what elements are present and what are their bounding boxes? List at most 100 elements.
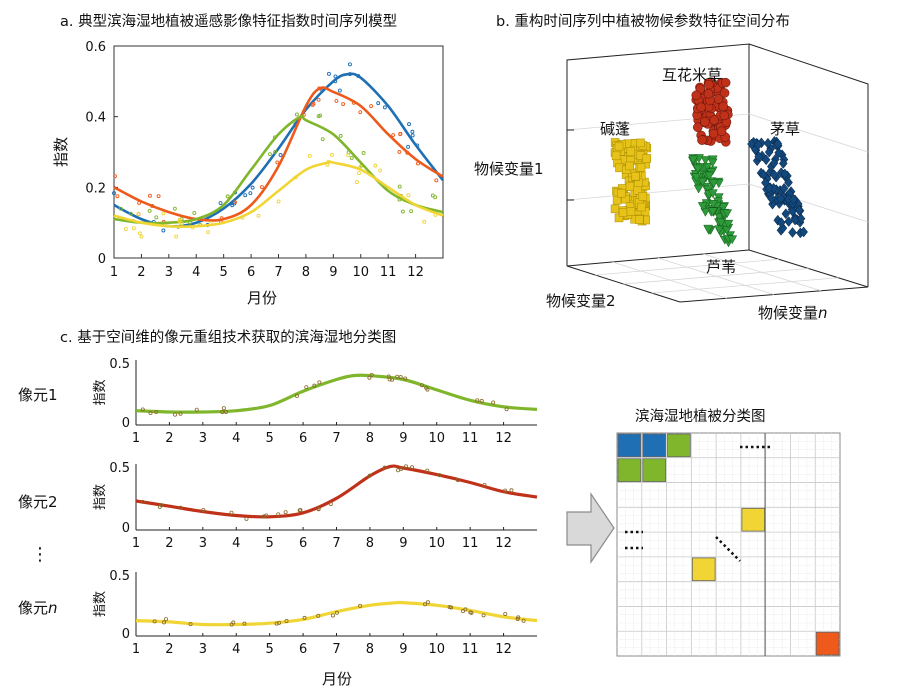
observation-point bbox=[147, 193, 152, 198]
pixel-series-line bbox=[135, 373, 538, 414]
pixel-observation bbox=[224, 409, 229, 414]
point-imperata bbox=[796, 213, 806, 225]
point-suaeda bbox=[611, 151, 621, 161]
panel-a-xlabel: 月份 bbox=[247, 289, 277, 307]
point-reed bbox=[708, 200, 719, 209]
point-reed bbox=[703, 224, 714, 234]
cluster-label-imperata: 茅草 bbox=[770, 120, 800, 138]
x-tick-label: 8 bbox=[302, 265, 310, 280]
observation-point bbox=[273, 149, 278, 154]
x-tick-label: 4 bbox=[232, 536, 240, 551]
point-spartina bbox=[709, 115, 720, 125]
point-reed bbox=[697, 202, 708, 211]
pixel-observation bbox=[304, 385, 309, 390]
point-imperata bbox=[767, 193, 776, 204]
flow-arrow bbox=[566, 492, 615, 564]
point-reed bbox=[702, 162, 713, 172]
observation-point bbox=[225, 194, 230, 199]
x-tick-label: 9 bbox=[399, 536, 407, 551]
classification-map-title: 滨海湿地植被分类图 bbox=[635, 408, 766, 425]
map-cell-yellow bbox=[691, 557, 716, 582]
observation-point bbox=[348, 72, 352, 77]
y-tick-label: 0.5 bbox=[109, 357, 130, 372]
point-reed bbox=[692, 164, 703, 174]
pixel-observation bbox=[521, 618, 526, 623]
observation-point bbox=[351, 100, 356, 105]
point-imperata bbox=[769, 169, 779, 181]
point-imperata bbox=[764, 182, 774, 194]
observation-point bbox=[233, 200, 237, 205]
observation-point bbox=[358, 164, 363, 169]
point-spartina bbox=[697, 135, 707, 145]
map-cell-blue bbox=[617, 433, 642, 458]
observation-point bbox=[378, 168, 383, 173]
point-reed bbox=[707, 189, 718, 199]
observation-point bbox=[356, 171, 361, 176]
floor-grid-line bbox=[657, 257, 775, 295]
x-tick-label: 5 bbox=[266, 536, 274, 551]
observation-point bbox=[327, 71, 331, 76]
pixel-observation bbox=[463, 607, 468, 612]
observation-point bbox=[409, 209, 414, 214]
point-imperata bbox=[784, 177, 793, 188]
observation-point bbox=[434, 178, 439, 183]
x-tick-label: 7 bbox=[332, 536, 340, 551]
map-ellipsis-diagonal bbox=[715, 536, 741, 562]
series-line-blue bbox=[113, 72, 445, 228]
pixel-observation bbox=[358, 603, 363, 608]
pixel-observation bbox=[367, 473, 372, 478]
observation-point bbox=[136, 212, 141, 217]
x-tick-label: 9 bbox=[329, 265, 337, 280]
observation-point bbox=[316, 97, 321, 102]
pixel-observation bbox=[419, 383, 424, 388]
observation-point bbox=[174, 234, 179, 239]
pixel-observation bbox=[140, 499, 145, 504]
observation-point bbox=[256, 213, 261, 218]
observation-point bbox=[293, 175, 298, 180]
point-imperata bbox=[747, 138, 756, 150]
pixel-observation bbox=[242, 621, 247, 626]
observation-point bbox=[405, 150, 410, 155]
point-imperata bbox=[776, 217, 786, 228]
pixel-observation bbox=[302, 615, 307, 620]
series-line-orange bbox=[113, 86, 444, 222]
point-reed bbox=[697, 177, 708, 187]
observation-point bbox=[422, 219, 427, 224]
vertical-ellipsis: ⋮ bbox=[31, 544, 49, 565]
cluster-label-reed: 芦苇 bbox=[706, 258, 736, 276]
observation-point bbox=[156, 194, 161, 199]
observation-point bbox=[192, 210, 197, 215]
observation-point bbox=[397, 184, 402, 189]
pixel-observation bbox=[188, 622, 193, 627]
observation-point bbox=[416, 161, 420, 166]
x-tick-label: 4 bbox=[192, 265, 200, 280]
x-tick-label: 6 bbox=[299, 642, 307, 657]
panel-a-ylabel: 指数 bbox=[52, 137, 70, 167]
observation-point bbox=[406, 144, 411, 149]
pixel-observation bbox=[491, 400, 496, 405]
x-tick-label: 5 bbox=[266, 431, 274, 446]
observation-point bbox=[391, 133, 396, 138]
point-reed bbox=[722, 209, 733, 219]
observation-point bbox=[433, 212, 438, 217]
point-imperata bbox=[769, 157, 779, 169]
point-suaeda bbox=[618, 208, 628, 217]
pixel-observation bbox=[316, 506, 321, 511]
classification-grid bbox=[616, 432, 841, 657]
point-suaeda bbox=[636, 138, 645, 148]
pixel-observation bbox=[229, 510, 234, 515]
y-tick-label: 0.2 bbox=[85, 181, 106, 196]
x-tick-label: 3 bbox=[199, 536, 207, 551]
pixel-observation bbox=[231, 620, 236, 625]
observation-point bbox=[407, 122, 411, 127]
y-tick-label: 0 bbox=[122, 521, 130, 536]
observation-point bbox=[333, 79, 338, 84]
pixel-observation bbox=[469, 610, 474, 615]
x-tick-label: 2 bbox=[137, 265, 145, 280]
x-tick-label: 2 bbox=[165, 642, 173, 657]
point-suaeda bbox=[635, 215, 644, 224]
point-suaeda bbox=[636, 163, 646, 172]
observation-point bbox=[406, 193, 411, 198]
observation-point bbox=[150, 204, 155, 208]
